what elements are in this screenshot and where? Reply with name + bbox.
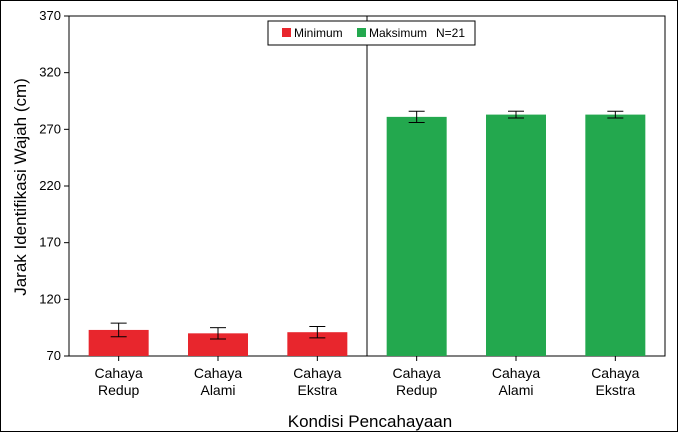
y-tick-label: 270 <box>39 121 61 136</box>
legend-sample-size: N=21 <box>436 26 465 40</box>
legend-box <box>267 20 476 46</box>
x-axis-title: Kondisi Pencahayaan <box>288 412 452 431</box>
x-tick-label: Cahaya Ekstra <box>591 365 639 398</box>
legend-swatch-maksimum <box>357 28 366 37</box>
y-tick-label: 170 <box>39 235 61 250</box>
y-tick-label: 370 <box>39 8 61 23</box>
y-axis-title: Jarak Identifikasi Wajah (cm) <box>11 78 30 296</box>
y-tick-label: 70 <box>47 348 61 363</box>
x-tick-label: Cahaya Redup <box>95 365 143 398</box>
bars <box>88 110 646 356</box>
bar <box>585 114 646 356</box>
y-axis: 70 120 170 220 270 320 370 <box>39 8 69 363</box>
y-tick-label: 220 <box>39 178 61 193</box>
x-tick-label: Cahaya Alami <box>492 365 540 398</box>
legend-swatch-minimum <box>282 28 291 37</box>
y-tick-label: 320 <box>39 65 61 80</box>
plot-area <box>68 15 666 357</box>
bar <box>188 333 248 356</box>
x-tick-label: Cahaya Alami <box>194 365 242 398</box>
y-tick-label: 120 <box>39 291 61 306</box>
bar <box>287 332 348 356</box>
legend-label-minimum: Minimum <box>294 26 343 40</box>
legend-label-maksimum: Maksimum <box>369 26 427 40</box>
x-tick-label: Cahaya Redup <box>393 365 441 398</box>
legend: Minimum Maksimum N=21 <box>267 20 476 46</box>
bar <box>386 116 447 356</box>
x-tick-label: Cahaya Ekstra <box>293 365 341 398</box>
x-axis: Cahaya Redup Cahaya Alami Cahaya Ekstra Cahaya… <box>95 356 640 398</box>
bar <box>486 114 546 356</box>
